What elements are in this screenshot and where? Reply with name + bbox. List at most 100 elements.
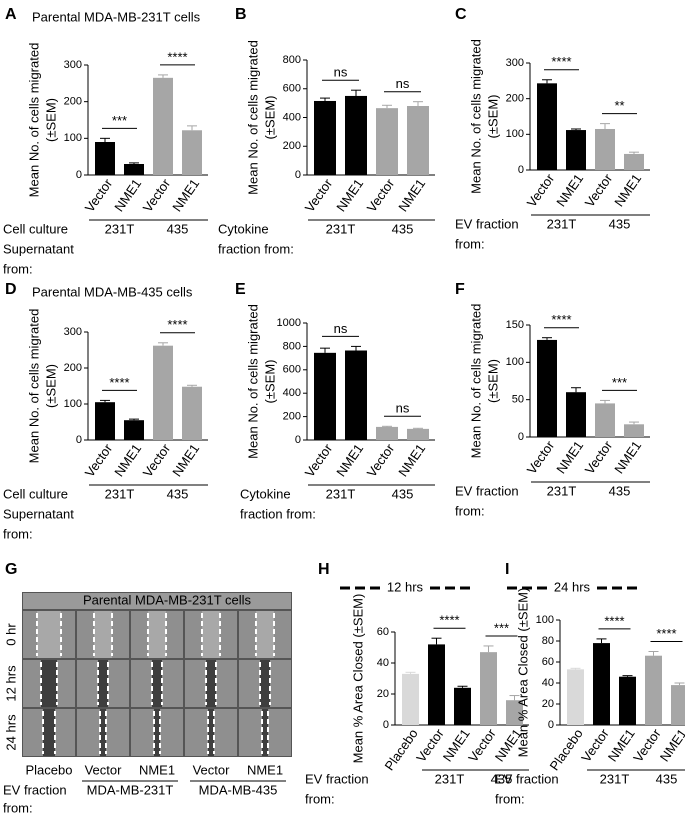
y-tick-label: 400: [283, 387, 301, 399]
y-tick-label: 1000: [277, 317, 301, 329]
wound-gap: [154, 709, 160, 756]
x-axis-label: EV fraction: [305, 771, 369, 786]
panel-letter: G: [5, 561, 17, 578]
wound-gap: [94, 611, 112, 658]
row-label: 24 hrs: [3, 714, 18, 751]
bar: [124, 420, 144, 440]
group-label: MDA-MB-435: [199, 782, 278, 797]
y-axis-label: (±SEM): [262, 96, 277, 140]
x-tick-label: Vector: [140, 176, 174, 215]
x-tick-label: Vector: [578, 726, 612, 765]
y-axis-label: Mean No. of cells migrated: [245, 40, 260, 195]
group-label: 435: [167, 221, 189, 236]
panel-letter: F: [455, 281, 465, 298]
panel-letter: E: [235, 281, 246, 298]
panel-letter: A: [5, 6, 17, 23]
y-axis-label: Mean No. of cells migrated: [468, 304, 483, 459]
bar: [506, 700, 523, 725]
bar: [376, 426, 398, 440]
wound-gap: [100, 709, 106, 756]
x-tick-label: NME1: [111, 441, 144, 479]
group-label: 231T: [326, 221, 356, 236]
panel-letter: C: [455, 6, 467, 23]
y-axis-label: (±SEM): [485, 359, 500, 403]
wound-gap: [152, 660, 162, 707]
y-tick-label: 50: [512, 394, 524, 406]
micrograph-title: Parental MDA-MB-231T cells: [83, 592, 252, 607]
bar: [593, 643, 610, 725]
x-tick-label: Vector: [82, 441, 116, 480]
x-tick-label: Vector: [302, 176, 336, 215]
group-label: 435: [656, 771, 678, 786]
x-axis-label: fraction from:: [218, 241, 294, 256]
y-axis-label: Mean % Area Closed (±SEM): [515, 588, 530, 758]
y-tick-label: 800: [283, 54, 301, 66]
y-tick-label: 200: [64, 362, 82, 374]
bar: [345, 95, 367, 175]
x-axis-label: from:: [3, 800, 33, 813]
bar: [566, 392, 586, 437]
significance-label: ****: [167, 49, 187, 64]
panel-letter: B: [235, 6, 247, 23]
significance-label: ***: [494, 620, 509, 635]
bar: [407, 106, 429, 175]
panel-title: Parental MDA-MB-435 cells: [32, 284, 193, 299]
y-tick-label: 80: [542, 635, 554, 647]
bar: [345, 350, 367, 440]
y-tick-label: 20: [542, 698, 554, 710]
group-label: 231T: [600, 771, 630, 786]
panel-letter: D: [5, 281, 17, 298]
x-tick-label: NME1: [333, 441, 366, 479]
x-axis-label: from:: [455, 503, 485, 518]
significance-label: ns: [396, 76, 410, 91]
x-axis-label: Cytokine: [218, 221, 269, 236]
bar: [402, 673, 419, 725]
wound-gap: [260, 660, 270, 707]
x-axis-label: from:: [455, 236, 485, 251]
x-axis-label: EV fraction: [495, 771, 559, 786]
x-tick-label: Vector: [582, 438, 616, 477]
y-tick-label: 600: [283, 83, 301, 95]
group-label: 435: [491, 771, 513, 786]
y-tick-label: 0: [518, 431, 524, 443]
y-tick-label: 200: [283, 411, 301, 423]
y-tick-label: 300: [64, 59, 82, 71]
y-tick-label: 60: [377, 626, 389, 638]
y-tick-label: 200: [283, 140, 301, 152]
y-axis-label: Mean No. of cells migrated: [26, 43, 41, 198]
y-axis-label: Mean No. of cells migrated: [468, 39, 483, 194]
bar: [624, 424, 644, 437]
column-label: Placebo: [26, 762, 73, 777]
x-tick-label: NME1: [553, 438, 586, 476]
bar: [595, 403, 615, 437]
y-tick-label: 0: [76, 169, 82, 181]
y-tick-label: 800: [283, 340, 301, 352]
x-axis-label: Cell culture: [3, 486, 68, 501]
y-tick-label: 600: [283, 364, 301, 376]
significance-label: ****: [656, 626, 676, 641]
header: 24 hrs: [554, 579, 591, 594]
x-axis-label: Supernatant: [3, 506, 74, 521]
x-tick-label: NME1: [169, 441, 202, 479]
x-tick-label: NME1: [611, 171, 644, 209]
x-tick-label: NME1: [657, 726, 685, 764]
significance-label: ns: [396, 401, 410, 416]
significance-label: ****: [604, 613, 624, 628]
group-label: 231T: [105, 486, 135, 501]
x-tick-label: Vector: [524, 171, 558, 210]
panel-title: Parental MDA-MB-231T cells: [32, 9, 201, 24]
x-tick-label: NME1: [395, 176, 428, 214]
wound-gap: [256, 611, 274, 658]
significance-label: ****: [439, 613, 459, 628]
y-tick-label: 100: [536, 614, 554, 626]
bar: [454, 687, 471, 725]
bar: [314, 100, 336, 175]
bar: [645, 655, 662, 725]
group-label: 435: [167, 486, 189, 501]
header: 12 hrs: [387, 579, 424, 594]
bar: [671, 685, 685, 725]
y-tick-label: 300: [64, 326, 82, 338]
wound-gap: [262, 709, 268, 756]
